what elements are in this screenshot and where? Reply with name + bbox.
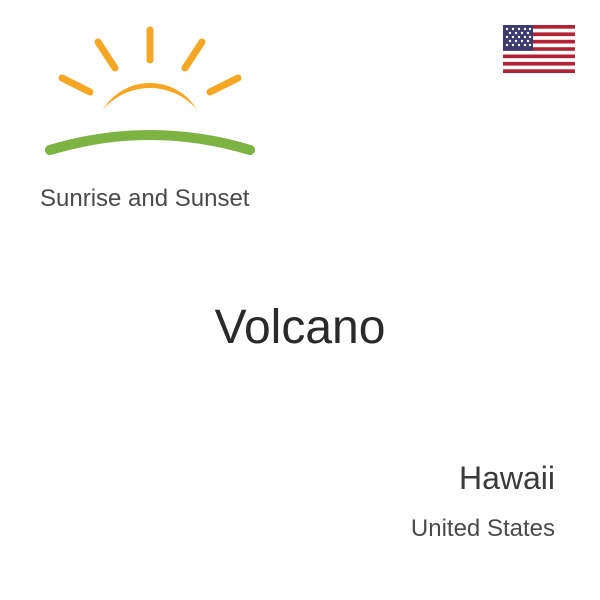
- tagline-text: Sunrise and Sunset: [40, 185, 249, 213]
- sunrise-logo: [40, 20, 260, 180]
- country-name: United States: [411, 515, 555, 543]
- region-name: Hawaii: [459, 460, 555, 497]
- city-name: Volcano: [0, 300, 600, 355]
- us-flag-icon: [503, 25, 575, 73]
